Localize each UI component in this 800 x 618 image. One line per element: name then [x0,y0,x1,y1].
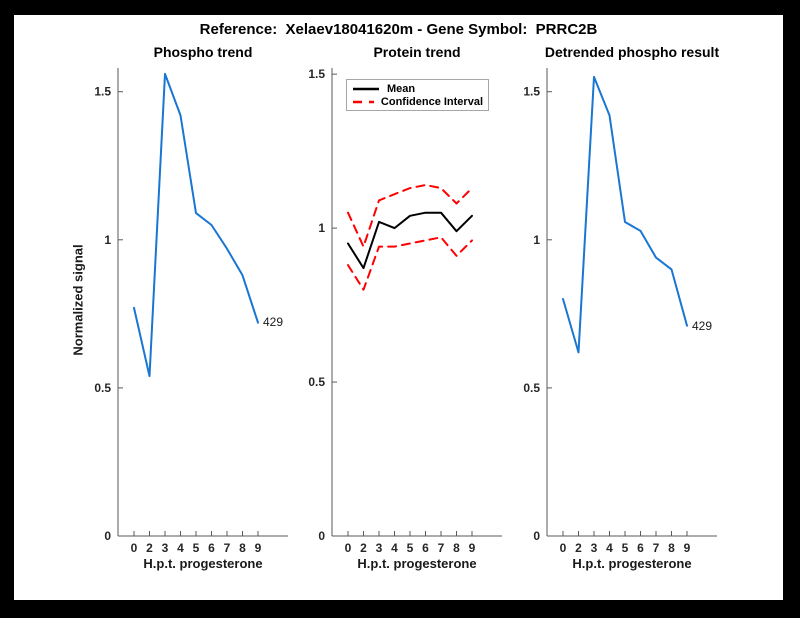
subplot-title-phospho-trend: Phospho trend [153,44,253,60]
legend: Mean Confidence Interval [346,79,489,111]
x-tick-label: 3 [376,541,383,555]
y-tick-label: 1.5 [94,85,111,99]
subplot-title-detrended-result: Detrended phospho result [544,44,720,60]
y-tick-label: 1 [104,233,111,247]
figure-canvas: Reference: Xelaev18041620m - Gene Symbol… [14,15,783,600]
x-tick-label: 0 [560,541,567,555]
x-tick-label: 0 [345,541,352,555]
x-tick-label: 2 [575,541,582,555]
x-tick-label: 2 [146,541,153,555]
legend-row-confidence-interval: Confidence Interval [352,95,483,108]
x-axis-label-phospho: H.p.t. progesterone [143,556,263,571]
y-tick-label: 0 [104,529,111,543]
x-tick-label: 8 [453,541,460,555]
y-tick-label: 0.5 [308,375,325,389]
series-line-confidence-interval-upper [347,184,473,248]
x-tick-label: 7 [438,541,445,555]
y-tick-label: 1.5 [523,85,540,99]
legend-line-sample-mean-icon [353,87,379,90]
legend-row-mean: Mean [352,82,483,95]
x-tick-label: 6 [422,541,429,555]
x-tick-label: 5 [193,541,200,555]
x-tick-label: 7 [224,541,231,555]
y-tick-label: 0 [318,529,325,543]
x-tick-label: 3 [591,541,598,555]
x-tick-label: 0 [131,541,138,555]
figure-suptitle: Reference: Xelaev18041620m - Gene Symbol… [199,21,598,38]
y-tick-label: 1.5 [308,67,325,81]
legend-label-confidence-interval: Confidence Interval [380,95,483,108]
x-tick-label: 5 [407,541,414,555]
y-tick-label: 1 [318,221,325,235]
y-tick-label: 0.5 [523,381,540,395]
x-tick-label: 9 [684,541,691,555]
series-line-mean [347,211,473,270]
legend-line-sample-ci-icon [353,100,374,103]
series-end-annotation-detrended: 429 [692,319,713,333]
x-tick-label: 4 [391,541,398,555]
x-tick-label: 9 [255,541,262,555]
series-line-detrended-phospho-signal [562,75,688,354]
x-tick-label: 6 [208,541,215,555]
x-tick-label: 7 [653,541,660,555]
legend-label-mean: Mean [387,82,416,95]
x-tick-label: 9 [469,541,476,555]
y-tick-label: 1 [533,233,540,247]
subplot-title-protein-trend: Protein trend [373,44,461,60]
series-end-annotation-phospho: 429 [263,315,284,329]
y-tick-label: 0 [533,529,540,543]
x-tick-label: 4 [177,541,184,555]
x-axis-label-detrended: H.p.t. progesterone [572,556,692,571]
y-tick-label: 0.5 [94,381,111,395]
series-line-phospho-signal [133,72,259,378]
x-axis-label-protein: H.p.t. progesterone [357,556,477,571]
x-tick-label: 6 [637,541,644,555]
series-line-confidence-interval-lower [347,236,473,291]
x-tick-label: 2 [360,541,367,555]
x-tick-label: 4 [606,541,613,555]
x-tick-label: 8 [668,541,675,555]
x-tick-label: 3 [162,541,169,555]
plots-svg: 0 2 3 4 5 6 7 8 900.511.50 2 3 4 5 6 7 8 900.511.50 2 3 4 5 6… [94,67,717,555]
x-tick-label: 5 [622,541,629,555]
x-tick-label: 8 [239,541,246,555]
